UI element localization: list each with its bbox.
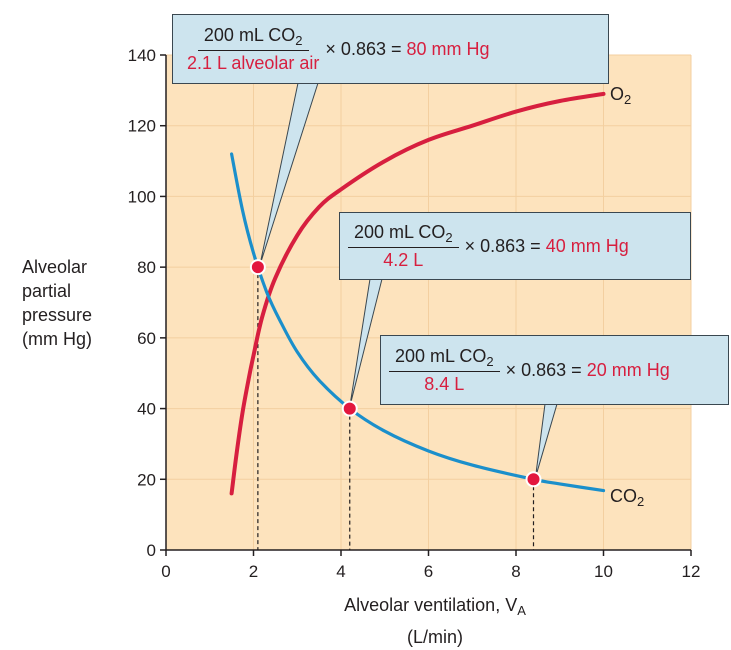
- x-tick-label: 6: [424, 562, 433, 581]
- x-tick-label: 10: [594, 562, 613, 581]
- y-tick-label: 80: [137, 258, 156, 277]
- data-point: [525, 471, 542, 488]
- y-axis-label-line: partial: [22, 281, 72, 301]
- x-axis-label-unit: (L/min): [406, 627, 463, 647]
- y-tick-label: 140: [128, 46, 156, 65]
- multiplier-result: 20 mm Hg: [586, 359, 670, 380]
- series-label-co2-sub: 2: [637, 494, 645, 509]
- series-label-co2-main: CO: [610, 486, 637, 506]
- numerator-subscript: 2: [486, 353, 494, 369]
- numerator-subscript: 2: [445, 229, 453, 245]
- y-tick-label: 0: [147, 541, 156, 560]
- multiplier: × 0.863 = 40 mm Hg: [465, 236, 629, 257]
- y-axis-label-line: pressure: [22, 305, 93, 325]
- numerator-text: 200 mL CO: [354, 221, 446, 242]
- y-tick-label: 60: [137, 329, 156, 348]
- multiplier: × 0.863 = 80 mm Hg: [325, 39, 489, 60]
- x-tick-label: 12: [682, 562, 701, 581]
- x-tick-label: 8: [511, 562, 520, 581]
- callout-80: 200 mL CO2 2.1 L alveolar air × 0.863 = …: [172, 14, 609, 84]
- numerator-text: 200 mL CO: [203, 24, 296, 45]
- series-label-o2-main: O: [610, 84, 625, 104]
- fraction: 200 mL CO2 2.1 L alveolar air: [187, 25, 319, 74]
- numerator-subscript: 2: [295, 32, 303, 48]
- data-point: [249, 259, 266, 276]
- x-tick-label: 0: [161, 562, 170, 581]
- series-label-o2-sub: 2: [624, 92, 632, 107]
- multiplier: × 0.863 = 20 mm Hg: [506, 360, 670, 381]
- data-points: [249, 259, 542, 488]
- callout-20: 200 mL CO2 8.4 L × 0.863 = 20 mm Hg: [380, 335, 729, 405]
- multiplier-result: 80 mm Hg: [406, 38, 490, 59]
- x-axis-label: Alveolar ventilation, VA (L/min): [250, 592, 620, 650]
- y-axis-label-line: (mm Hg): [22, 329, 92, 349]
- multiplier-result: 40 mm Hg: [545, 235, 629, 256]
- y-tick-label: 100: [128, 187, 156, 206]
- multiplier-factor: × 0.863 =: [464, 235, 546, 256]
- data-point: [341, 400, 358, 417]
- y-axis-label: Alveolar partial pressure (mm Hg): [22, 255, 132, 351]
- fraction-denominator: 8.4 L: [424, 373, 465, 394]
- multiplier-factor: × 0.863 =: [325, 38, 407, 59]
- fraction-numerator: 200 mL CO2: [348, 222, 459, 248]
- fraction: 200 mL CO2 8.4 L: [389, 346, 500, 395]
- multiplier-factor: × 0.863 =: [505, 359, 587, 380]
- fraction-denominator: 4.2 L: [383, 249, 424, 270]
- series-label-co2: CO2: [610, 486, 644, 509]
- x-axis-label-subscript: A: [517, 603, 526, 618]
- fraction: 200 mL CO2 4.2 L: [348, 222, 459, 271]
- x-tick-label: 4: [336, 562, 345, 581]
- series-label-o2: O2: [610, 84, 631, 107]
- y-tick-label: 40: [137, 400, 156, 419]
- y-tick-label: 120: [128, 117, 156, 136]
- series-line-o2: [229, 91, 606, 496]
- callout-40: 200 mL CO2 4.2 L × 0.863 = 40 mm Hg: [339, 212, 691, 280]
- x-axis-label-main: Alveolar ventilation, VA: [250, 592, 620, 624]
- fraction-numerator: 200 mL CO2: [389, 346, 500, 372]
- y-tick-label: 20: [137, 470, 156, 489]
- x-tick-label: 2: [249, 562, 258, 581]
- drop-lines: [257, 267, 535, 550]
- fraction-denominator: 2.1 L alveolar air: [187, 52, 320, 73]
- ticks: 0 20 40 60 80 100 120 140 0 2 4 6 8 10 12: [128, 46, 701, 581]
- numerator-text: 200 mL CO: [395, 345, 487, 366]
- y-axis-label-line: Alveolar: [22, 257, 88, 277]
- fraction-numerator: 200 mL CO2: [197, 24, 309, 51]
- x-axis-label-text: Alveolar ventilation, V: [344, 595, 518, 615]
